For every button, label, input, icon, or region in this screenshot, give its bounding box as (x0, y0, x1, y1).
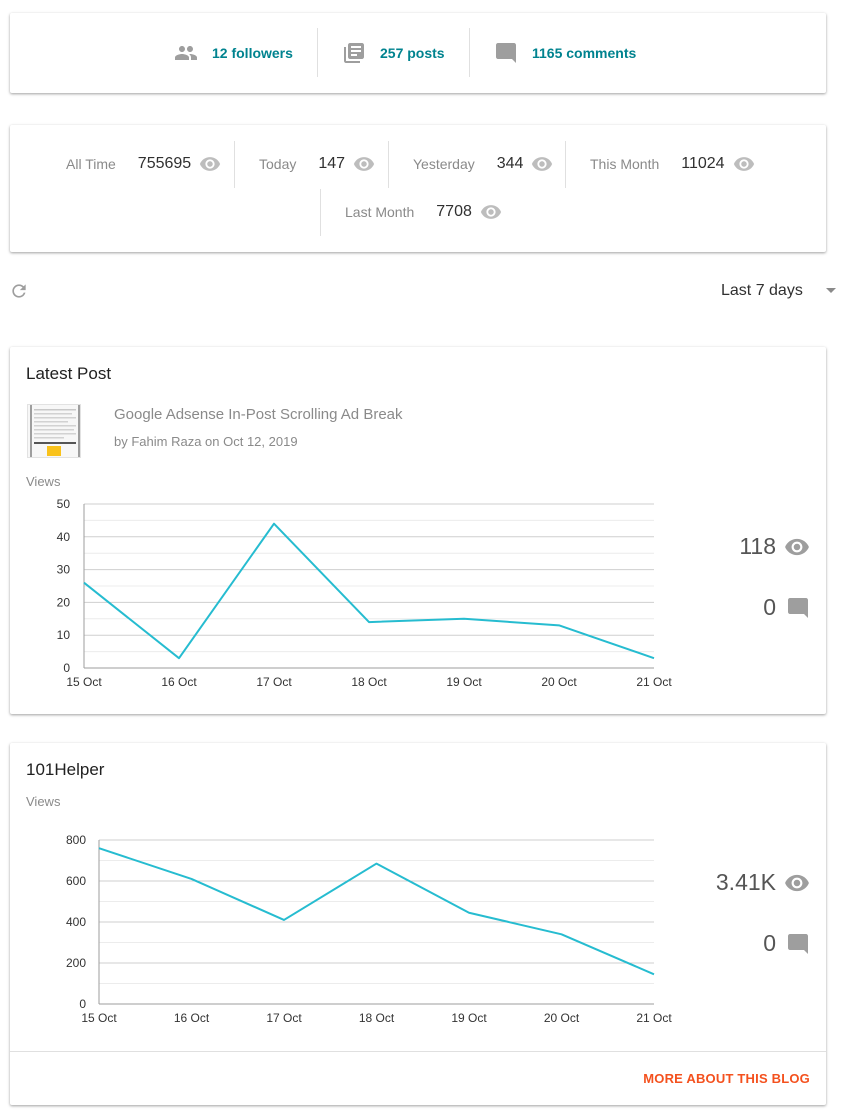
divider (234, 141, 235, 188)
y-tick-label: 600 (66, 874, 86, 888)
x-tick-label: 20 Oct (541, 675, 577, 689)
comment-icon (786, 596, 810, 625)
comments-count[interactable]: 1165 comments (532, 45, 637, 61)
latest-post-card: Latest Post Google Adsense In-Post Scrol… (10, 347, 826, 714)
y-tick-label: 20 (57, 595, 71, 609)
pageviews-value: 7708 (436, 203, 472, 220)
blog-name: 101Helper (26, 760, 105, 779)
people-icon (174, 41, 198, 65)
card-title: Latest Post (26, 364, 112, 383)
pageviews-value: 344 (496, 155, 524, 172)
followers-stat[interactable]: 12 followers (174, 13, 293, 93)
eye-icon (480, 201, 502, 223)
views-series-line (83, 522, 655, 660)
blog-comments-total: 0 (763, 930, 776, 956)
y-tick-label: 800 (66, 833, 86, 847)
pageviews-today: Today 147 (259, 152, 375, 176)
pageviews-value: 755695 (137, 155, 192, 172)
eye-icon (353, 153, 375, 175)
dropdown-caret-icon[interactable] (826, 288, 836, 293)
pageviews-last-month: Last Month 7708 (345, 200, 502, 224)
x-tick-label: 17 Oct (266, 1011, 302, 1025)
blog-views-total: 3.41K (715, 869, 776, 895)
posts-stat[interactable]: 257 posts (342, 13, 445, 93)
blog-views-chart: 0 200 400 600 800 15 Oct 16 Oct 17 Oct 18 Oct 19 … (66, 833, 672, 1025)
blog-overview-card: 101Helper Views 0 200 400 600 800 15 Oct 16 Oc… (10, 743, 826, 1105)
x-tick-label: 15 Oct (81, 1011, 117, 1025)
divider (469, 28, 470, 77)
pageviews-label: Today (259, 156, 297, 172)
pageviews-all-time: All Time 755695 (66, 152, 221, 176)
x-tick-label: 15 Oct (66, 675, 102, 689)
x-tick-label: 18 Oct (351, 675, 387, 689)
y-tick-label: 30 (57, 563, 71, 577)
y-tick-label: 400 (66, 915, 86, 929)
views-series-line (98, 847, 655, 976)
pageviews-label: Yesterday (413, 156, 475, 172)
blog-stats-card: 12 followers 257 posts 1165 comments (10, 13, 826, 93)
date-range-value: Last 7 days (721, 282, 803, 299)
pageviews-value: 147 (318, 155, 346, 172)
divider (320, 189, 321, 236)
chart-y-label: Views (26, 474, 61, 489)
pageviews-label: This Month (590, 156, 660, 172)
card-footer-divider (10, 1051, 826, 1052)
post-thumbnail[interactable] (27, 404, 81, 458)
comment-icon (494, 41, 518, 65)
y-tick-label: 10 (57, 628, 71, 642)
post-comments-total: 0 (763, 594, 776, 620)
eye-icon (784, 870, 810, 901)
x-tick-label: 17 Oct (256, 675, 292, 689)
post-title-link[interactable]: Google Adsense In-Post Scrolling Ad Brea… (114, 406, 403, 423)
pageviews-yesterday: Yesterday 344 (413, 152, 553, 176)
x-tick-label: 16 Oct (174, 1011, 210, 1025)
comments-stat[interactable]: 1165 comments (494, 13, 636, 93)
posts-count[interactable]: 257 posts (380, 45, 445, 61)
pageviews-card: All Time 755695 Today 147 Yesterday 344 … (10, 125, 826, 252)
x-tick-label: 18 Oct (359, 1011, 395, 1025)
y-tick-label: 0 (63, 661, 70, 675)
comment-icon (786, 932, 810, 961)
divider (388, 141, 389, 188)
y-tick-label: 200 (66, 956, 86, 970)
x-tick-label: 19 Oct (451, 1011, 487, 1025)
post-meta: by Fahim Raza on Oct 12, 2019 (114, 434, 298, 449)
pageviews-value: 11024 (681, 155, 725, 172)
pageviews-label: Last Month (345, 204, 415, 220)
y-tick-label: 0 (79, 997, 86, 1011)
y-tick-label: 40 (57, 530, 71, 544)
more-about-blog-link[interactable]: MORE ABOUT THIS BLOG (643, 1071, 810, 1086)
posts-icon (342, 41, 366, 65)
date-range-select[interactable]: Last 7 days (721, 280, 836, 302)
post-views-total: 118 (739, 533, 776, 559)
followers-count[interactable]: 12 followers (212, 45, 293, 61)
x-tick-label: 16 Oct (161, 675, 197, 689)
x-tick-label: 19 Oct (446, 675, 482, 689)
refresh-icon[interactable] (9, 281, 29, 301)
latest-post-views-chart: 0 10 20 30 40 50 15 Oct 16 Oct 17 Oct 18 Oct 19 Oc… (57, 497, 673, 689)
pageviews-this-month: This Month 11024 (590, 152, 755, 176)
eye-icon (531, 153, 553, 175)
x-tick-label: 21 Oct (636, 1011, 672, 1025)
chart-y-label: Views (26, 794, 61, 809)
x-tick-label: 20 Oct (544, 1011, 580, 1025)
eye-icon (199, 153, 221, 175)
x-tick-label: 21 Oct (636, 675, 672, 689)
y-tick-label: 50 (57, 497, 71, 511)
eye-icon (733, 153, 755, 175)
eye-icon (784, 534, 810, 565)
pageviews-label: All Time (66, 156, 116, 172)
divider (565, 141, 566, 188)
divider (317, 28, 318, 77)
